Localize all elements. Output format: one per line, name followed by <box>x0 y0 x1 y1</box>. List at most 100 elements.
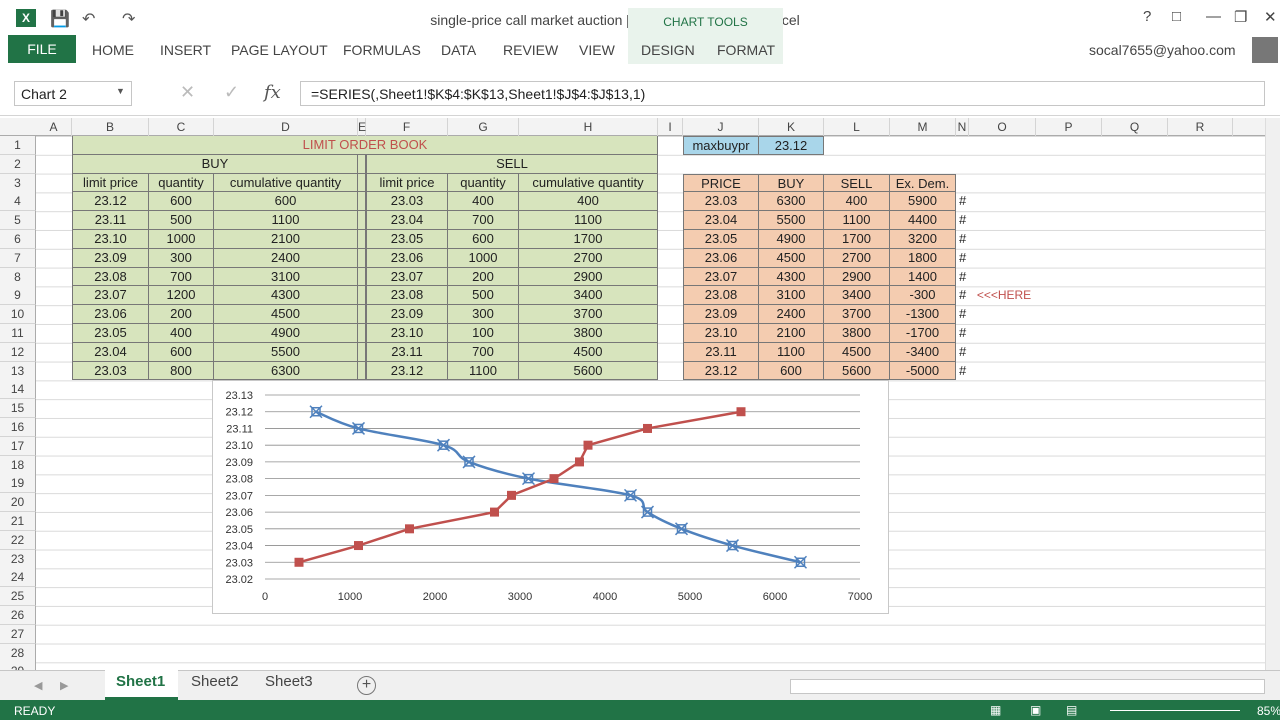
book-cell[interactable]: 1000 <box>448 248 519 268</box>
book-cell[interactable]: 700 <box>448 211 519 230</box>
row-header-7[interactable]: 7 <box>0 248 36 268</box>
maxbuypr-value[interactable]: 23.12 <box>759 136 824 155</box>
column-header-i[interactable]: I <box>658 118 683 136</box>
column-header-p[interactable]: P <box>1036 118 1102 136</box>
row-header-26[interactable]: 26 <box>0 606 36 625</box>
tab-formulas[interactable]: FORMULAS <box>343 42 421 58</box>
book-col-header[interactable]: limit price <box>366 173 448 193</box>
book-col-header[interactable]: quantity <box>448 173 519 193</box>
ribbon-display-icon[interactable]: □ <box>1172 8 1182 25</box>
column-header-o[interactable]: O <box>969 118 1036 136</box>
side-cell[interactable]: 1100 <box>824 211 890 230</box>
side-col-header[interactable]: BUY <box>759 173 824 193</box>
hash-cell[interactable]: # <box>959 193 967 209</box>
chart[interactable]: 23.02 23.03 23.04 23.05 23.06 23.07 23.08 23.09… <box>212 380 889 614</box>
book-cell[interactable]: 4500 <box>214 305 358 324</box>
cancel-icon[interactable]: ✕ <box>180 82 196 102</box>
row-header-12[interactable]: 12 <box>0 342 36 362</box>
tab-data[interactable]: DATA <box>441 42 477 58</box>
side-cell[interactable]: 3200 <box>890 230 956 249</box>
side-cell[interactable]: 2900 <box>824 267 890 287</box>
side-cell[interactable]: 23.10 <box>683 324 759 343</box>
hash-cell[interactable]: # <box>959 325 967 340</box>
vertical-scrollbar[interactable] <box>1265 118 1280 670</box>
book-title[interactable]: LIMIT ORDER BOOK <box>72 136 658 155</box>
gap-cell[interactable] <box>358 230 366 249</box>
minimize-icon[interactable]: — <box>1206 8 1221 25</box>
book-cell[interactable]: 23.03 <box>366 192 448 212</box>
column-header-c[interactable]: C <box>149 118 214 136</box>
side-cell[interactable]: 23.11 <box>683 342 759 362</box>
book-cell[interactable]: 1100 <box>214 211 358 230</box>
row-header-13[interactable]: 13 <box>0 361 36 381</box>
book-cell[interactable]: 4300 <box>214 286 358 306</box>
row-header-3[interactable]: 3 <box>0 173 36 193</box>
undo-icon[interactable]: ↶ <box>82 11 96 28</box>
gap-cell[interactable] <box>358 248 366 268</box>
row-header-4[interactable]: 4 <box>0 192 36 212</box>
column-header-f[interactable]: F <box>366 118 448 136</box>
buy-header[interactable]: BUY <box>72 154 358 174</box>
book-cell[interactable]: 3700 <box>519 305 658 324</box>
book-cell[interactable]: 23.09 <box>72 248 149 268</box>
sheet-tab-sheet3[interactable]: Sheet3 <box>265 673 313 690</box>
side-cell[interactable]: 4400 <box>890 211 956 230</box>
row-header-6[interactable]: 6 <box>0 230 36 249</box>
side-cell[interactable]: -1300 <box>890 305 956 324</box>
sheet-tab-sheet2[interactable]: Sheet2 <box>191 673 239 690</box>
tab-format[interactable]: FORMAT <box>717 42 776 58</box>
book-cell[interactable]: 500 <box>448 286 519 306</box>
side-cell[interactable]: 3100 <box>759 286 824 306</box>
book-col-header[interactable]: cumulative quantity <box>214 173 358 193</box>
side-cell[interactable]: 2400 <box>759 305 824 324</box>
book-cell[interactable]: 3800 <box>519 324 658 343</box>
side-cell[interactable]: 600 <box>759 361 824 381</box>
book-cell[interactable]: 700 <box>448 342 519 362</box>
page-break-view-icon[interactable]: ▤ <box>1066 703 1078 717</box>
book-cell[interactable]: 23.11 <box>72 211 149 230</box>
tab-view[interactable]: VIEW <box>579 42 615 58</box>
book-col-header[interactable]: limit price <box>72 173 149 193</box>
row-header-10[interactable]: 10 <box>0 305 36 325</box>
row-header-21[interactable]: 21 <box>0 512 36 531</box>
column-header-n[interactable]: N <box>956 118 969 136</box>
add-sheet-icon[interactable]: + <box>357 676 376 695</box>
row-header-16[interactable]: 16 <box>0 418 36 437</box>
book-cell[interactable]: 23.07 <box>72 286 149 306</box>
formula-input[interactable]: =SERIES(,Sheet1!$K$4:$K$13,Sheet1!$J$4:$… <box>300 81 1265 106</box>
horizontal-scrollbar[interactable] <box>790 679 1265 694</box>
row-header-19[interactable]: 19 <box>0 474 36 494</box>
side-cell[interactable]: 23.07 <box>683 267 759 287</box>
book-cell[interactable]: 800 <box>149 361 214 381</box>
next-sheet-icon[interactable]: ▶ <box>60 680 69 692</box>
side-cell[interactable]: 6300 <box>759 192 824 212</box>
side-cell[interactable]: -5000 <box>890 361 956 381</box>
row-header-8[interactable]: 8 <box>0 267 36 287</box>
row-header-25[interactable]: 25 <box>0 587 36 607</box>
book-cell[interactable]: 5500 <box>214 342 358 362</box>
chevron-down-icon[interactable]: ▼ <box>116 86 125 96</box>
gap-cell[interactable] <box>358 342 366 362</box>
tab-home[interactable]: HOME <box>92 42 134 58</box>
gap-cell[interactable] <box>358 211 366 230</box>
row-header-18[interactable]: 18 <box>0 455 36 475</box>
side-cell[interactable]: -300 <box>890 286 956 306</box>
row-header-5[interactable]: 5 <box>0 211 36 231</box>
hash-cell[interactable]: # <box>959 268 967 284</box>
hash-cell[interactable]: # <box>959 249 967 265</box>
book-cell[interactable]: 600 <box>448 230 519 249</box>
book-cell[interactable]: 23.12 <box>72 192 149 212</box>
row-header-2[interactable]: 2 <box>0 154 36 174</box>
book-cell[interactable]: 2100 <box>214 230 358 249</box>
column-header-g[interactable]: G <box>448 118 519 136</box>
column-header-q[interactable]: Q <box>1102 118 1168 136</box>
row-header-28[interactable]: 28 <box>0 643 36 663</box>
book-cell[interactable]: 23.05 <box>72 324 149 343</box>
book-cell[interactable]: 500 <box>149 211 214 230</box>
book-cell[interactable]: 1100 <box>448 361 519 381</box>
book-cell[interactable]: 6300 <box>214 361 358 381</box>
function-icon[interactable]: fx <box>264 82 281 103</box>
column-header-j[interactable]: J <box>683 118 759 136</box>
sell-header[interactable]: SELL <box>366 154 658 174</box>
side-cell[interactable]: 4300 <box>759 267 824 287</box>
